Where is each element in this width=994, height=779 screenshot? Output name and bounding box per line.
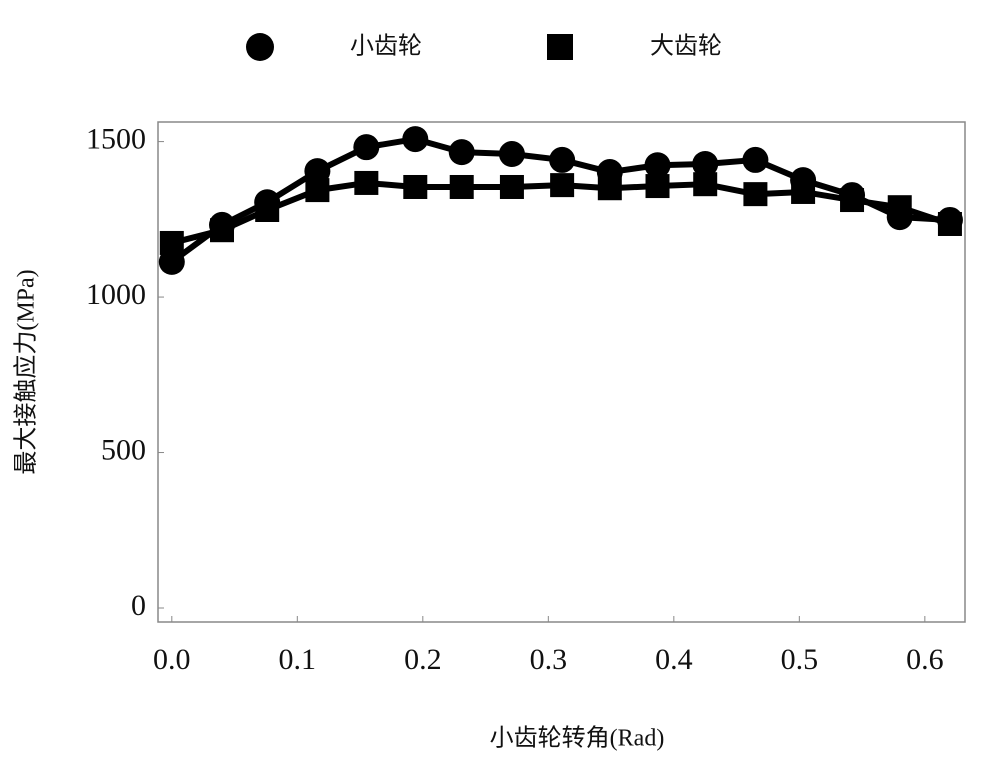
x-tick-label: 0.2 xyxy=(404,643,442,676)
plot-frame xyxy=(157,121,966,623)
legend-label: 小齿轮 xyxy=(350,33,422,60)
square-marker xyxy=(499,174,524,199)
circle-marker xyxy=(353,134,380,161)
square-marker xyxy=(305,178,330,203)
circle-marker xyxy=(742,146,769,173)
x-tick-label: 0.5 xyxy=(781,643,819,676)
circle-marker xyxy=(402,126,429,153)
y-axis-label: 最大接触应力(MPa) xyxy=(13,269,40,474)
square-marker xyxy=(403,174,428,199)
y-tick-label: 1000 xyxy=(86,278,146,311)
x-axis-label: 小齿轮转角(Rad) xyxy=(490,725,665,752)
y-tick-label: 0 xyxy=(131,589,146,622)
square-marker xyxy=(597,176,622,201)
x-tick-label: 0.6 xyxy=(906,643,944,676)
x-tick-label: 0.0 xyxy=(153,643,191,676)
square-marker xyxy=(791,179,816,204)
square-marker xyxy=(449,174,474,199)
y-tick-label: 1500 xyxy=(86,122,146,155)
x-tick-label: 0.1 xyxy=(279,643,317,676)
square-marker xyxy=(354,170,379,195)
x-tick-label: 0.4 xyxy=(655,643,693,676)
circle-marker xyxy=(448,139,475,166)
square-marker xyxy=(887,195,912,220)
square-marker xyxy=(645,174,670,199)
square-marker xyxy=(159,230,184,255)
square-marker xyxy=(840,188,865,213)
square-marker xyxy=(255,197,280,222)
square-marker xyxy=(743,182,768,207)
legend-marker xyxy=(246,33,274,61)
square-marker xyxy=(550,173,575,198)
legend-marker xyxy=(547,34,573,60)
circle-marker xyxy=(644,152,671,179)
y-tick-label: 500 xyxy=(101,433,146,466)
square-marker xyxy=(210,218,235,243)
circle-marker xyxy=(158,248,185,275)
circle-marker xyxy=(304,158,331,185)
circle-marker xyxy=(549,146,576,173)
legend-label: 大齿轮 xyxy=(650,33,722,60)
square-marker xyxy=(693,172,718,197)
circle-marker xyxy=(498,141,525,168)
x-tick-label: 0.3 xyxy=(530,643,568,676)
circle-marker xyxy=(692,150,719,177)
square-marker xyxy=(937,211,962,236)
